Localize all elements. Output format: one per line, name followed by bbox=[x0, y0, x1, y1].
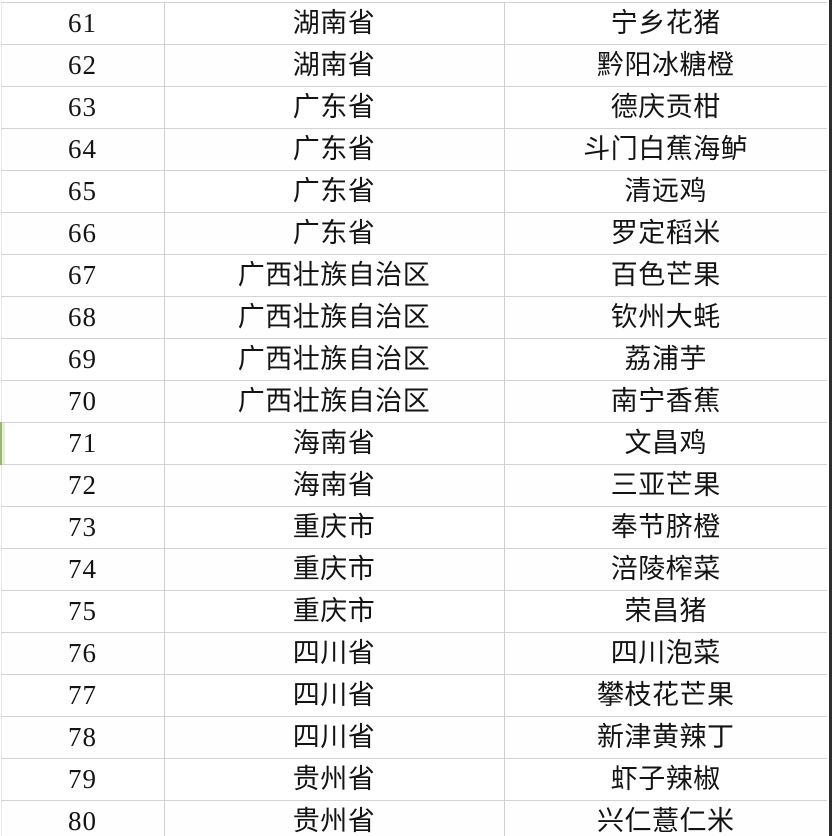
cell-index[interactable]: 65 bbox=[0, 170, 165, 213]
cell-index[interactable]: 66 bbox=[0, 212, 165, 255]
cell-index[interactable]: 75 bbox=[0, 590, 165, 633]
cell-index[interactable]: 77 bbox=[0, 674, 165, 717]
cell-product[interactable]: 荔浦芋 bbox=[504, 338, 827, 381]
cell-product[interactable]: 百色芒果 bbox=[504, 254, 827, 297]
cell-province[interactable]: 广西壮族自治区 bbox=[164, 296, 505, 339]
cell-province[interactable]: 重庆市 bbox=[164, 506, 505, 549]
cell-province[interactable]: 广西壮族自治区 bbox=[164, 380, 505, 423]
table-row[interactable]: 68 广西壮族自治区 钦州大蚝 bbox=[0, 296, 827, 339]
table-row[interactable]: 61 湖南省 宁乡花猪 bbox=[0, 2, 827, 45]
cell-product[interactable]: 南宁香蕉 bbox=[504, 380, 827, 423]
cell-index[interactable]: 74 bbox=[0, 548, 165, 591]
cell-product[interactable]: 攀枝花芒果 bbox=[504, 674, 827, 717]
cell-province[interactable]: 四川省 bbox=[164, 716, 505, 759]
cell-province[interactable]: 四川省 bbox=[164, 632, 505, 675]
cell-province[interactable]: 四川省 bbox=[164, 674, 505, 717]
cell-index[interactable]: 68 bbox=[0, 296, 165, 339]
cell-product[interactable]: 兴仁薏仁米 bbox=[504, 800, 827, 836]
cell-product[interactable]: 新津黄辣丁 bbox=[504, 716, 827, 759]
cell-index[interactable]: 63 bbox=[0, 86, 165, 129]
table-row[interactable]: 73 重庆市 奉节脐橙 bbox=[0, 506, 827, 549]
cell-index[interactable]: 73 bbox=[0, 506, 165, 549]
cell-index[interactable]: 71 bbox=[0, 422, 165, 465]
cell-province[interactable]: 海南省 bbox=[164, 464, 505, 507]
cell-index[interactable]: 72 bbox=[0, 464, 165, 507]
table-row[interactable]: 62 湖南省 黔阳冰糖橙 bbox=[0, 44, 827, 87]
cell-province[interactable]: 广西壮族自治区 bbox=[164, 338, 505, 381]
cell-index[interactable]: 70 bbox=[0, 380, 165, 423]
cell-province[interactable]: 广东省 bbox=[164, 128, 505, 171]
table-row[interactable]: 75 重庆市 荣昌猪 bbox=[0, 590, 827, 633]
cell-product[interactable]: 钦州大蚝 bbox=[504, 296, 827, 339]
cell-province[interactable]: 湖南省 bbox=[164, 2, 505, 45]
cell-product[interactable]: 虾子辣椒 bbox=[504, 758, 827, 801]
table-row[interactable]: 76 四川省 四川泡菜 bbox=[0, 632, 827, 675]
cell-product[interactable]: 四川泡菜 bbox=[504, 632, 827, 675]
cell-product[interactable]: 清远鸡 bbox=[504, 170, 827, 213]
cell-province[interactable]: 广东省 bbox=[164, 212, 505, 255]
cell-province[interactable]: 广西壮族自治区 bbox=[164, 254, 505, 297]
cell-province[interactable]: 重庆市 bbox=[164, 548, 505, 591]
cell-province[interactable]: 广东省 bbox=[164, 86, 505, 129]
cell-index[interactable]: 61 bbox=[0, 2, 165, 45]
cell-index[interactable]: 69 bbox=[0, 338, 165, 381]
table-row[interactable]: 66 广东省 罗定稻米 bbox=[0, 212, 827, 255]
cell-product[interactable]: 涪陵榨菜 bbox=[504, 548, 827, 591]
cell-province[interactable]: 贵州省 bbox=[164, 800, 505, 836]
table-row[interactable]: 70 广西壮族自治区 南宁香蕉 bbox=[0, 380, 827, 423]
cell-province[interactable]: 贵州省 bbox=[164, 758, 505, 801]
cell-product[interactable]: 黔阳冰糖橙 bbox=[504, 44, 827, 87]
cell-index[interactable]: 67 bbox=[0, 254, 165, 297]
table-row[interactable]: 65 广东省 清远鸡 bbox=[0, 170, 827, 213]
cell-province[interactable]: 海南省 bbox=[164, 422, 505, 465]
table-row[interactable]: 69 广西壮族自治区 荔浦芋 bbox=[0, 338, 827, 381]
table-row[interactable]: 78 四川省 新津黄辣丁 bbox=[0, 716, 827, 759]
cell-province[interactable]: 重庆市 bbox=[164, 590, 505, 633]
cell-product[interactable]: 宁乡花猪 bbox=[504, 2, 827, 45]
cell-index[interactable]: 76 bbox=[0, 632, 165, 675]
table-row[interactable]: 71 海南省 文昌鸡 bbox=[0, 422, 827, 465]
table-row[interactable]: 79 贵州省 虾子辣椒 bbox=[0, 758, 827, 801]
cell-product[interactable]: 文昌鸡 bbox=[504, 422, 827, 465]
cell-index[interactable]: 64 bbox=[0, 128, 165, 171]
cell-province[interactable]: 湖南省 bbox=[164, 44, 505, 87]
cell-product[interactable]: 荣昌猪 bbox=[504, 590, 827, 633]
table-row[interactable]: 64 广东省 斗门白蕉海鲈 bbox=[0, 128, 827, 171]
table-row[interactable]: 77 四川省 攀枝花芒果 bbox=[0, 674, 827, 717]
table-row[interactable]: 72 海南省 三亚芒果 bbox=[0, 464, 827, 507]
table-row[interactable]: 63 广东省 德庆贡柑 bbox=[0, 86, 827, 129]
cell-index[interactable]: 79 bbox=[0, 758, 165, 801]
cell-index[interactable]: 80 bbox=[0, 800, 165, 836]
cell-product[interactable]: 罗定稻米 bbox=[504, 212, 827, 255]
cell-product[interactable]: 斗门白蕉海鲈 bbox=[504, 128, 827, 171]
table-row[interactable]: 74 重庆市 涪陵榨菜 bbox=[0, 548, 827, 591]
cell-product[interactable]: 德庆贡柑 bbox=[504, 86, 827, 129]
cell-product[interactable]: 奉节脐橙 bbox=[504, 506, 827, 549]
cell-province[interactable]: 广东省 bbox=[164, 170, 505, 213]
cell-index[interactable]: 62 bbox=[0, 44, 165, 87]
table-row[interactable]: 80 贵州省 兴仁薏仁米 bbox=[0, 800, 827, 836]
cell-product[interactable]: 三亚芒果 bbox=[504, 464, 827, 507]
table-row[interactable]: 67 广西壮族自治区 百色芒果 bbox=[0, 254, 827, 297]
cell-index[interactable]: 78 bbox=[0, 716, 165, 759]
